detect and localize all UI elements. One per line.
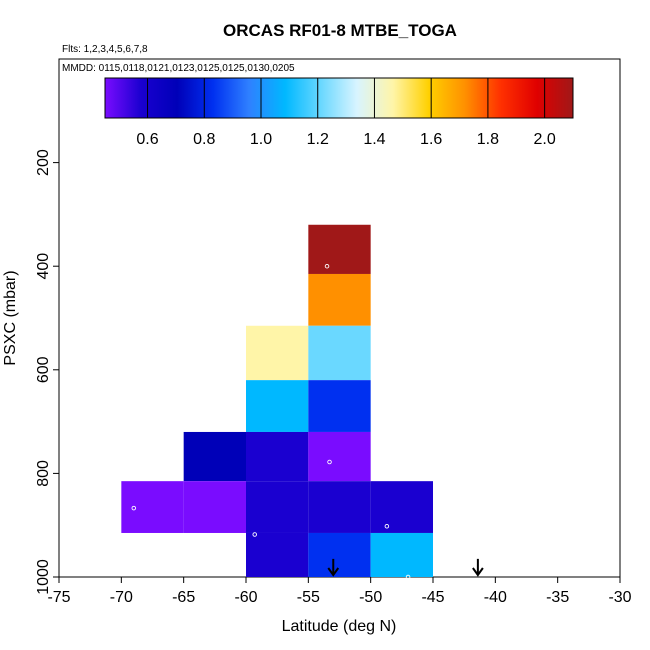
y-tick-label: 200	[35, 149, 52, 176]
sample-point	[324, 263, 330, 269]
y-axis: 200 400 600 800 1000	[35, 149, 59, 595]
flights-label: Flts: 1,2,3,4,5,6,7,8	[62, 44, 148, 55]
colorbar-tick-label: 1.2	[307, 131, 329, 148]
arrow-head	[472, 567, 484, 577]
colorbar-tick-label: 2.0	[534, 131, 556, 148]
y-tick-label: 1000	[35, 559, 52, 595]
heatmap-cell	[370, 532, 433, 577]
heatmap-cell	[183, 431, 246, 482]
colorbar-tick-label: 1.4	[363, 131, 385, 148]
x-tick-label: -30	[608, 589, 631, 606]
heatmap-cell	[308, 431, 371, 482]
cells-layer	[121, 224, 433, 577]
heatmap-cell	[370, 481, 433, 533]
y-tick-label: 600	[35, 356, 52, 383]
colorbar-tick-label: 0.8	[193, 131, 215, 148]
heatmap-cell	[308, 273, 371, 326]
heatmap-cell	[246, 380, 309, 432]
sample-point	[252, 532, 257, 537]
sample-points-layer	[131, 263, 411, 580]
down-arrow	[327, 558, 340, 577]
heatmap-cell	[308, 380, 371, 432]
heatmap-cell	[308, 224, 371, 274]
dates-label: MMDD: 0115,0118,0121,0123,0125,0125,0130…	[62, 63, 295, 74]
colorbar: 0.6 0.8 1.0 1.2 1.4 1.6 1.8 2.0	[104, 77, 574, 148]
heatmap-cell	[246, 431, 309, 482]
sample-point	[327, 459, 332, 465]
y-axis-label: PSXC (mbar)	[2, 270, 19, 365]
sample-point	[384, 523, 390, 529]
heatmap-cell	[246, 325, 309, 381]
x-axis: -75 -70 -65 -60 -55 -50 -45 -40 -35 -30	[47, 577, 632, 606]
heatmap-cell	[308, 532, 371, 577]
y-tick-label: 800	[35, 460, 52, 487]
x-tick-label: -60	[234, 589, 257, 606]
y-tick-label: 400	[35, 253, 52, 280]
x-tick-label: -40	[484, 589, 507, 606]
colorbar-tick-label: 0.6	[136, 131, 158, 148]
x-tick-label: -70	[110, 589, 133, 606]
heatmap-cell	[246, 532, 309, 577]
heatmap-cell	[308, 481, 371, 533]
heatmap-cell	[308, 325, 371, 381]
x-tick-label: -50	[359, 589, 382, 606]
x-tick-label: -65	[172, 589, 195, 606]
colorbar-tick-label: 1.6	[420, 131, 442, 148]
sample-point	[131, 505, 137, 511]
sample-point	[405, 574, 411, 580]
x-tick-label: -75	[47, 589, 70, 606]
chart-title: ORCAS RF01-8 MTBE_TOGA	[223, 21, 457, 40]
heatmap-cell	[121, 481, 184, 533]
heatmap-cell	[183, 481, 246, 533]
heatmap-cell	[246, 481, 309, 533]
x-axis-label: Latitude (deg N)	[282, 618, 397, 635]
arrows-layer	[327, 558, 484, 577]
down-arrow	[472, 558, 484, 577]
x-tick-label: -45	[421, 589, 444, 606]
arrow-head	[327, 567, 340, 577]
x-tick-label: -55	[297, 589, 320, 606]
colorbar-bar	[104, 77, 574, 119]
x-tick-label: -35	[546, 589, 569, 606]
colorbar-tick-label: 1.8	[477, 131, 499, 148]
colorbar-tick-label: 1.0	[250, 131, 272, 148]
